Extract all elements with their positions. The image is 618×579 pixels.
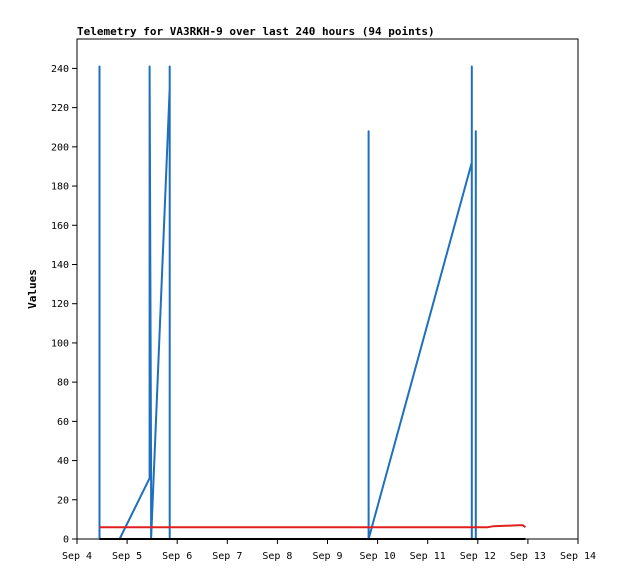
x-tick-label: Sep 7 bbox=[212, 551, 242, 562]
plot-frame bbox=[76, 38, 579, 540]
y-tick-label: 180 bbox=[51, 182, 69, 193]
y-tick-label: 20 bbox=[57, 495, 69, 506]
series-layer bbox=[98, 65, 527, 540]
x-tick-label: Sep 10 bbox=[360, 551, 396, 562]
x-tick-label: Sep 4 bbox=[62, 551, 92, 562]
x-tick-label: Sep 8 bbox=[262, 551, 292, 562]
y-tick-label: 160 bbox=[51, 221, 69, 232]
y-axis-label: Values bbox=[26, 269, 39, 309]
x-tick-label: Sep 5 bbox=[112, 551, 142, 562]
y-tick-label: 200 bbox=[51, 142, 69, 153]
x-tick-label: Sep 12 bbox=[460, 551, 496, 562]
y-axis: 0 20 40 60 80 100 120 140 160 180 200 220 240 bbox=[51, 64, 77, 546]
x-tick-label: Sep 14 bbox=[560, 551, 596, 562]
y-tick-label: 140 bbox=[51, 260, 69, 271]
series-line bbox=[99, 524, 527, 529]
y-tick-label: 220 bbox=[51, 103, 69, 114]
series-line bbox=[98, 65, 526, 540]
y-tick-label: 60 bbox=[57, 417, 69, 428]
x-tick-label: Sep 6 bbox=[162, 551, 192, 562]
y-tick-label: 100 bbox=[51, 338, 69, 349]
y-tick-label: 0 bbox=[63, 535, 69, 546]
y-tick-label: 40 bbox=[57, 456, 69, 467]
y-tick-label: 120 bbox=[51, 299, 69, 310]
x-tick-label: Sep 13 bbox=[510, 551, 546, 562]
y-tick-label: 240 bbox=[51, 64, 69, 75]
x-tick-label: Sep 11 bbox=[410, 551, 446, 562]
x-tick-label: Sep 9 bbox=[312, 551, 342, 562]
y-tick-label: 80 bbox=[57, 378, 69, 389]
x-axis: Sep 4 Sep 5 Sep 6 Sep 7 Sep 8 Sep 9 Sep 10 Sep … bbox=[62, 539, 596, 562]
chart-title: Telemetry for VA3RKH-9 over last 240 hou… bbox=[77, 25, 435, 38]
